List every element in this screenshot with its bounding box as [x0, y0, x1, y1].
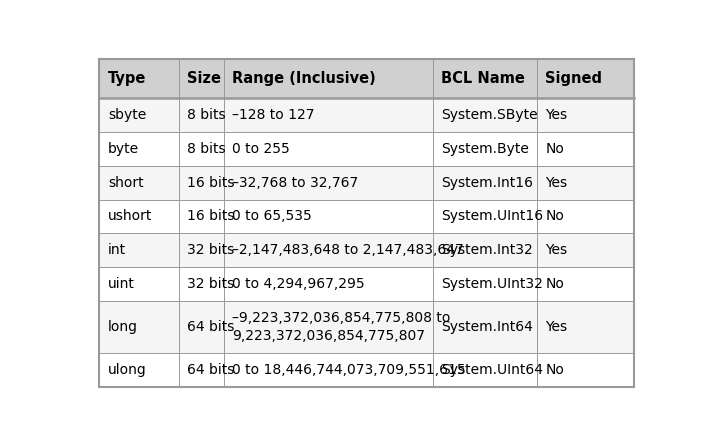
Text: 64 bits: 64 bits	[187, 320, 234, 334]
Text: 0 to 65,535: 0 to 65,535	[232, 210, 311, 224]
Text: BCL Name: BCL Name	[441, 71, 525, 86]
Text: Yes: Yes	[546, 320, 568, 334]
Bar	[100, 132, 634, 166]
Text: long: long	[108, 320, 137, 334]
Text: byte: byte	[108, 142, 139, 156]
Text: ushort: ushort	[108, 210, 153, 224]
Text: 16 bits: 16 bits	[187, 210, 234, 224]
Text: Yes: Yes	[546, 175, 568, 190]
Bar	[100, 233, 634, 267]
Text: System.UInt64: System.UInt64	[441, 363, 543, 377]
Text: System.SByte: System.SByte	[441, 108, 538, 122]
Text: 16 bits: 16 bits	[187, 175, 234, 190]
Text: –2,147,483,648 to 2,147,483,647: –2,147,483,648 to 2,147,483,647	[232, 243, 464, 257]
Text: Size: Size	[187, 71, 221, 86]
Text: 8 bits: 8 bits	[187, 108, 226, 122]
Bar	[100, 267, 634, 301]
Text: uint: uint	[108, 277, 135, 291]
Text: sbyte: sbyte	[108, 108, 146, 122]
Text: System.Int32: System.Int32	[441, 243, 533, 257]
Text: Signed: Signed	[546, 71, 602, 86]
Text: Yes: Yes	[546, 108, 568, 122]
Text: 64 bits: 64 bits	[187, 363, 234, 377]
Bar	[100, 354, 634, 387]
Text: No: No	[546, 277, 564, 291]
Bar	[100, 199, 634, 233]
Text: System.Int16: System.Int16	[441, 175, 533, 190]
Text: No: No	[546, 363, 564, 377]
Text: 8 bits: 8 bits	[187, 142, 226, 156]
Text: Yes: Yes	[546, 243, 568, 257]
Bar	[100, 98, 634, 132]
Bar	[100, 59, 634, 98]
Text: –9,223,372,036,854,775,808 to
9,223,372,036,854,775,807: –9,223,372,036,854,775,808 to 9,223,372,…	[232, 311, 450, 343]
Text: No: No	[546, 142, 564, 156]
Text: short: short	[108, 175, 143, 190]
Text: ulong: ulong	[108, 363, 147, 377]
Text: Type: Type	[108, 71, 146, 86]
Text: int: int	[108, 243, 126, 257]
Text: 0 to 18,446,744,073,709,551,615: 0 to 18,446,744,073,709,551,615	[232, 363, 465, 377]
Text: System.Byte: System.Byte	[441, 142, 529, 156]
Bar	[100, 166, 634, 199]
Text: System.Int64: System.Int64	[441, 320, 533, 334]
Text: System.UInt32: System.UInt32	[441, 277, 543, 291]
Text: 0 to 255: 0 to 255	[232, 142, 290, 156]
Bar	[100, 301, 634, 354]
Text: 0 to 4,294,967,295: 0 to 4,294,967,295	[232, 277, 364, 291]
Text: 32 bits: 32 bits	[187, 277, 234, 291]
Text: No: No	[546, 210, 564, 224]
Text: System.UInt16: System.UInt16	[441, 210, 543, 224]
Text: –128 to 127: –128 to 127	[232, 108, 314, 122]
Text: –32,768 to 32,767: –32,768 to 32,767	[232, 175, 358, 190]
Text: Range (Inclusive): Range (Inclusive)	[232, 71, 376, 86]
Text: 32 bits: 32 bits	[187, 243, 234, 257]
